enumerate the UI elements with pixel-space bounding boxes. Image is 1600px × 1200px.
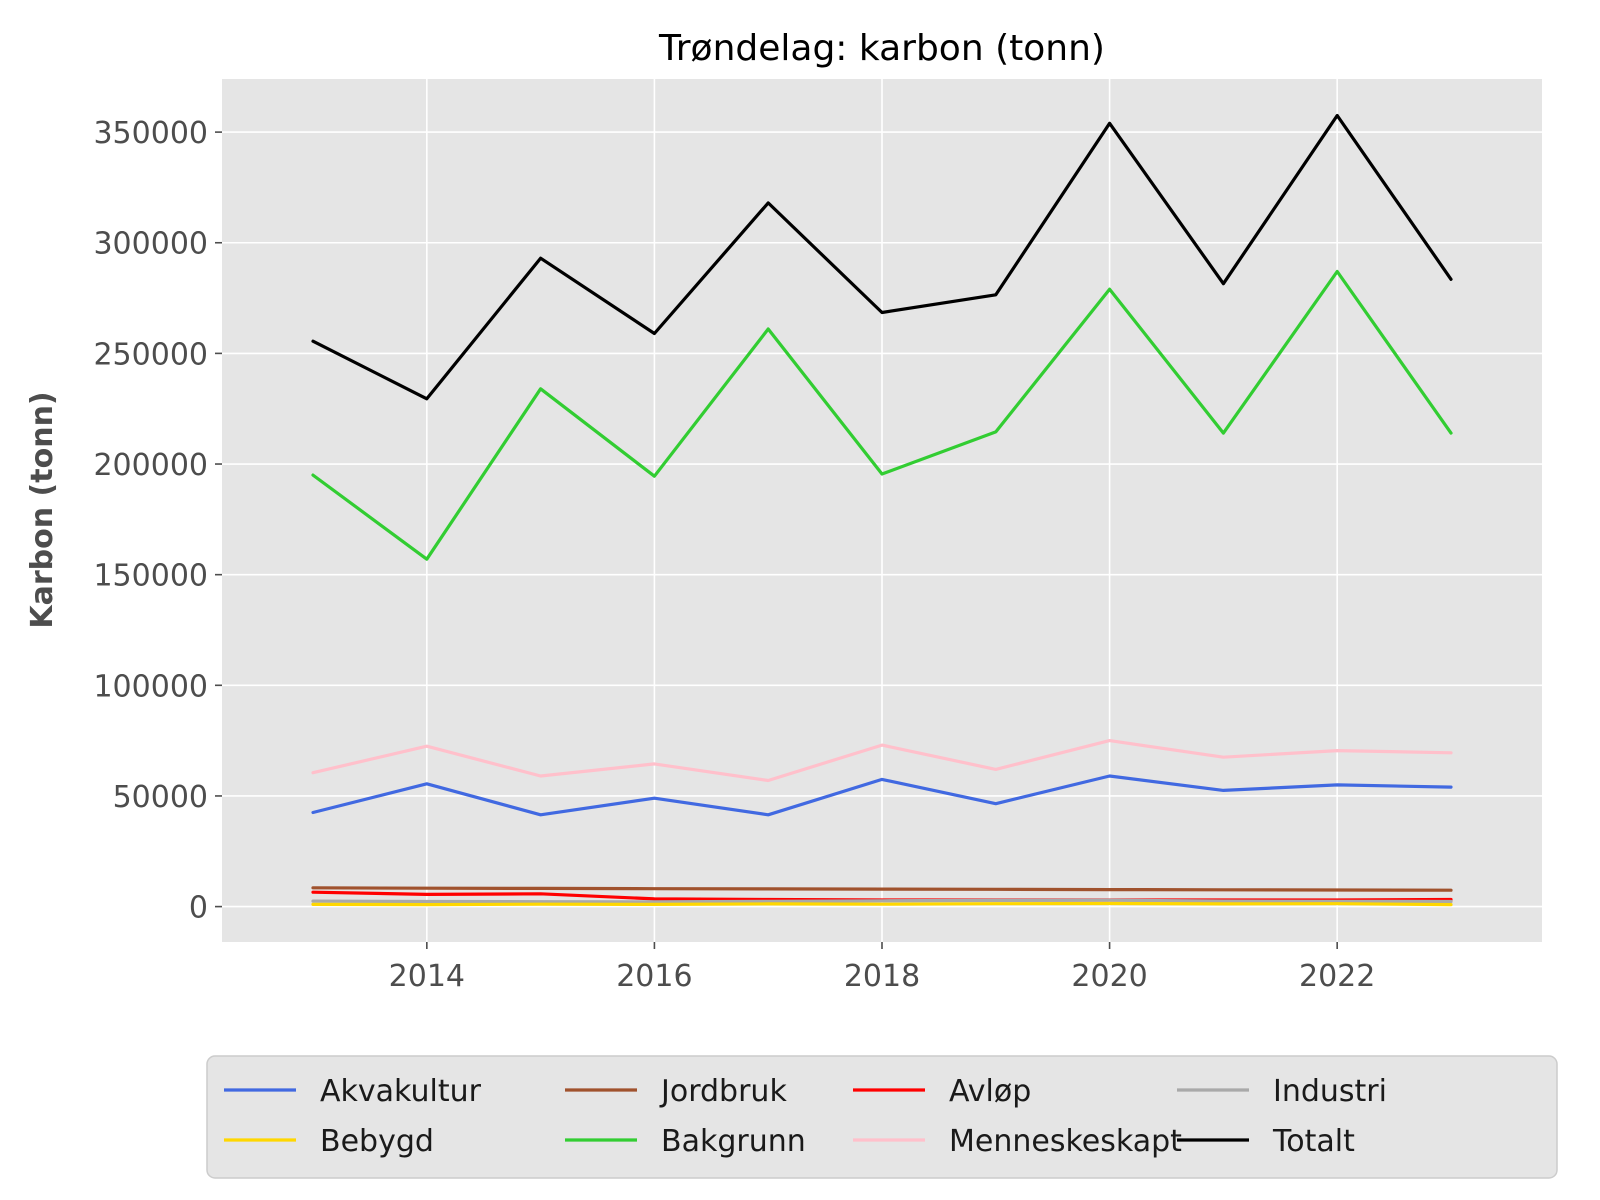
series-line-akvakultur xyxy=(311,774,1453,817)
y-tick-label: 100000 xyxy=(93,669,208,704)
grid-layer xyxy=(222,79,1542,942)
series-line-industri xyxy=(311,898,1453,904)
legend-label: Totalt xyxy=(1272,1124,1355,1159)
legend-label: Bebygd xyxy=(320,1124,434,1159)
axis-layer: 2014 2016 2018 2020 2022 0 50000 100000 150000 20… xyxy=(93,116,1375,994)
legend-label: Industri xyxy=(1273,1074,1387,1109)
y-axis-label: Karbon (tonn) xyxy=(25,391,60,628)
series-layer xyxy=(311,113,1453,907)
y-tick-label: 250000 xyxy=(93,337,208,372)
y-tick-label: 50000 xyxy=(113,780,208,815)
y-tick-label: 300000 xyxy=(93,227,208,262)
series-line-bakgrunn xyxy=(311,269,1453,561)
series-line-totalt xyxy=(311,113,1453,401)
legend-label: Bakgrunn xyxy=(661,1124,806,1159)
legend-label: Menneskeskapt xyxy=(949,1124,1182,1159)
x-tick-label: 2022 xyxy=(1299,959,1375,994)
x-tick-label: 2020 xyxy=(1071,959,1147,994)
legend-box xyxy=(206,1055,1558,1179)
y-tick-label: 150000 xyxy=(93,559,208,594)
y-tick-label: 0 xyxy=(189,891,208,926)
legend-label: Akvakultur xyxy=(320,1074,482,1109)
legend: Akvakultur Jordbruk Avløp Industri Bebygd Bak… xyxy=(206,1055,1558,1179)
y-tick-label: 200000 xyxy=(93,448,208,483)
y-tick-label: 350000 xyxy=(93,116,208,151)
x-tick-label: 2016 xyxy=(616,959,692,994)
series-line-bebygd xyxy=(311,901,1453,907)
series-line-jordbruk xyxy=(311,886,1453,892)
legend-label: Jordbruk xyxy=(659,1074,787,1109)
chart-title: Trøndelag: karbon (tonn) xyxy=(658,28,1105,69)
legend-label: Avløp xyxy=(949,1074,1031,1109)
x-tick-label: 2018 xyxy=(844,959,920,994)
x-tick-label: 2014 xyxy=(389,959,465,994)
series-line-menneskeskapt xyxy=(311,738,1453,783)
